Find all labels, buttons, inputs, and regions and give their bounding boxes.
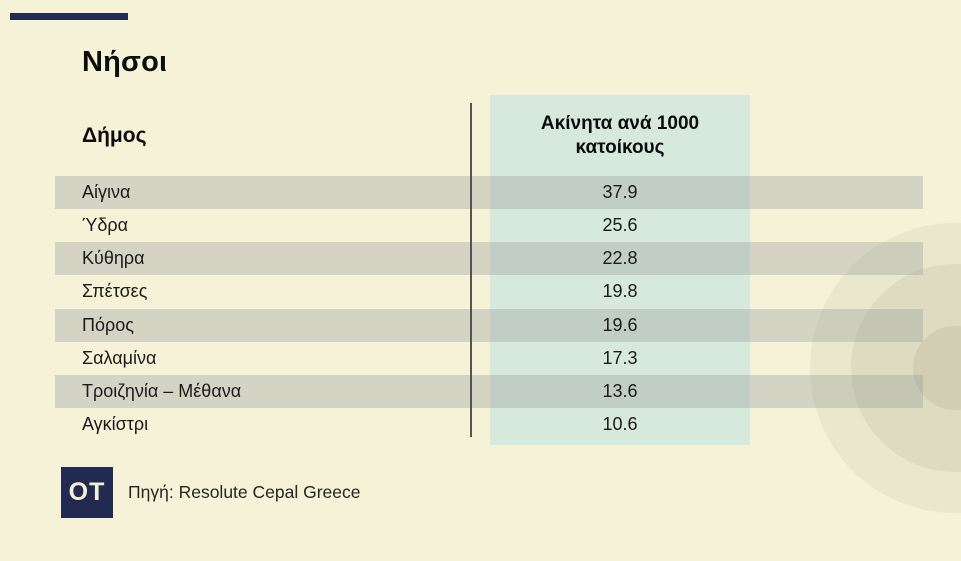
- municipality-name: Σπέτσες: [82, 281, 148, 302]
- table-row: Ύδρα 25.6: [55, 209, 923, 242]
- table-row: Αίγινα 37.9: [55, 176, 923, 210]
- municipality-value: 37.9: [602, 182, 638, 203]
- table-row: Σαλαμίνα 17.3: [55, 342, 923, 375]
- municipality-name: Αγκίστρι: [82, 413, 149, 434]
- municipality-value: 22.8: [602, 248, 638, 269]
- table-row: Αγκίστρι 10.6: [55, 408, 923, 441]
- accent-bar: [10, 13, 128, 20]
- municipality-name: Πόρος: [82, 314, 134, 335]
- municipality-value: 17.3: [602, 347, 638, 368]
- municipality-value: 10.6: [602, 413, 638, 434]
- table-row: Σπέτσες 19.8: [55, 275, 923, 308]
- table-row: Τροιζηνία – Μέθανα 13.6: [55, 374, 923, 408]
- table-body: Αίγινα 37.9 Ύδρα 25.6 Κύθηρα 22.8 Σπέτσε…: [55, 176, 923, 441]
- municipality-name: Ύδρα: [82, 215, 129, 236]
- value-column-highlight: [490, 95, 750, 445]
- municipality-name: Τροιζηνία – Μέθανα: [82, 380, 242, 401]
- source-text: Πηγή: Resolute Cepal Greece: [128, 482, 361, 502]
- table-row: Κύθηρα 22.8: [55, 242, 923, 276]
- municipality-value: 19.8: [602, 281, 638, 302]
- ot-logo: OT: [61, 467, 113, 518]
- municipality-name: Σαλαμίνα: [82, 347, 157, 368]
- municipality-value: 25.6: [602, 215, 638, 236]
- municipality-name: Κύθηρα: [82, 248, 145, 269]
- table-header: Δήμος Ακίνητα ανά 1000 κατοίκους: [55, 95, 923, 176]
- municipality-name: Αίγινα: [82, 182, 131, 203]
- municipality-value: 13.6: [602, 380, 638, 401]
- table-row: Πόρος 19.6: [55, 308, 923, 342]
- column-header-municipality: Δήμος: [82, 123, 147, 147]
- column-header-value: Ακίνητα ανά 1000 κατοίκους: [540, 112, 700, 158]
- page-title: Νήσοι: [82, 46, 168, 78]
- municipality-value: 19.6: [602, 314, 638, 335]
- column-divider: [470, 103, 472, 437]
